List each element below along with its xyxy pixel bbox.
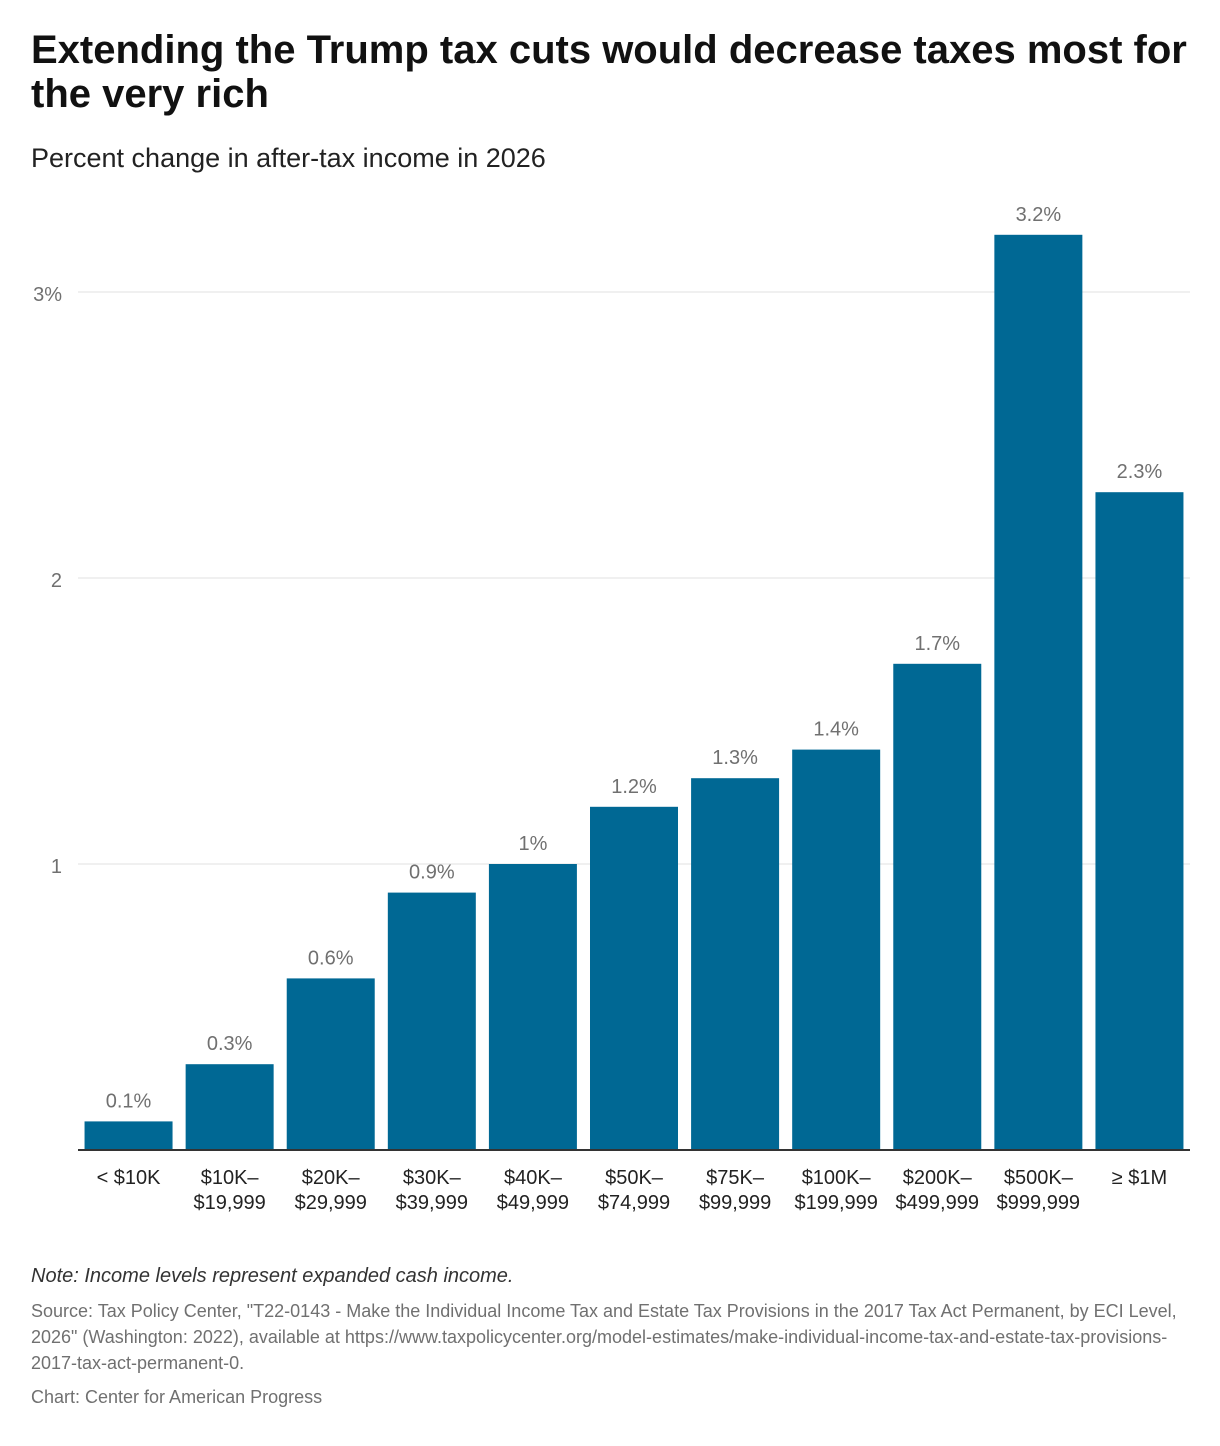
x-tick-label: $49,999 bbox=[497, 1192, 569, 1214]
chart-note: Note: Income levels represent expanded c… bbox=[31, 1265, 514, 1287]
x-tick-label: $30K– bbox=[403, 1167, 462, 1189]
y-tick-label: 3% bbox=[33, 284, 62, 306]
x-tick-label: $999,999 bbox=[997, 1192, 1080, 1214]
x-tick-label: $29,999 bbox=[295, 1192, 367, 1214]
bar bbox=[286, 978, 375, 1150]
bar bbox=[1095, 492, 1184, 1150]
x-tick-label: $99,999 bbox=[699, 1192, 771, 1214]
x-tick-label: $100K– bbox=[802, 1167, 872, 1189]
x-tick-label: $50K– bbox=[605, 1167, 664, 1189]
chart-credit: Chart: Center for American Progress bbox=[31, 1387, 323, 1407]
bar bbox=[994, 234, 1083, 1151]
data-label: 3.2% bbox=[1016, 204, 1062, 226]
y-tick-label: 2 bbox=[51, 570, 62, 592]
data-label: 1.3% bbox=[712, 747, 758, 769]
chart-footer: Note: Income levels represent expanded c… bbox=[31, 1262, 1191, 1410]
bar bbox=[691, 778, 780, 1150]
bar bbox=[84, 1121, 173, 1150]
x-tick-label: $10K– bbox=[201, 1167, 260, 1189]
data-label: 0.6% bbox=[308, 947, 354, 969]
data-label: 1.2% bbox=[611, 776, 657, 798]
bar bbox=[387, 892, 476, 1150]
bar bbox=[893, 663, 982, 1150]
x-tick-label: $20K– bbox=[302, 1167, 361, 1189]
bar bbox=[590, 806, 678, 1150]
chart-subtitle: Percent change in after-tax income in 20… bbox=[31, 143, 546, 173]
data-label: 1.7% bbox=[914, 633, 960, 655]
x-tick-label: < $10K bbox=[97, 1167, 162, 1189]
data-label: 1% bbox=[518, 833, 547, 855]
x-tick-label: $19,999 bbox=[193, 1192, 265, 1214]
data-label: 0.9% bbox=[409, 862, 455, 884]
bar bbox=[185, 1064, 274, 1150]
x-tick-label: $499,999 bbox=[896, 1192, 979, 1214]
x-tick-label: $75K– bbox=[706, 1167, 765, 1189]
chart-title: Extending the Trump tax cuts would decre… bbox=[31, 28, 1187, 116]
data-label: 2.3% bbox=[1117, 461, 1163, 483]
bar-chart: 1 2 3% 0.1% < $10K 0.3% $10K– $19,999 0.6% $20K– $… bbox=[33, 204, 1190, 1214]
data-label: 1.4% bbox=[813, 719, 859, 741]
x-tick-label: $40K– bbox=[504, 1167, 563, 1189]
x-tick-label: $500K– bbox=[1004, 1167, 1074, 1189]
bar bbox=[488, 864, 577, 1150]
x-tick-label: $39,999 bbox=[396, 1192, 468, 1214]
data-label: 0.3% bbox=[207, 1033, 253, 1055]
bar bbox=[792, 749, 881, 1150]
x-tick-label: $200K– bbox=[903, 1167, 973, 1189]
chart-source: Source: Tax Policy Center, "T22-0143 - M… bbox=[31, 1301, 1177, 1373]
x-tick-label: $74,999 bbox=[598, 1192, 670, 1214]
data-label: 0.1% bbox=[106, 1090, 152, 1112]
y-tick-label: 1 bbox=[51, 856, 62, 878]
x-tick-label: $199,999 bbox=[794, 1192, 877, 1214]
x-tick-label: ≥ $1M bbox=[1112, 1167, 1167, 1189]
